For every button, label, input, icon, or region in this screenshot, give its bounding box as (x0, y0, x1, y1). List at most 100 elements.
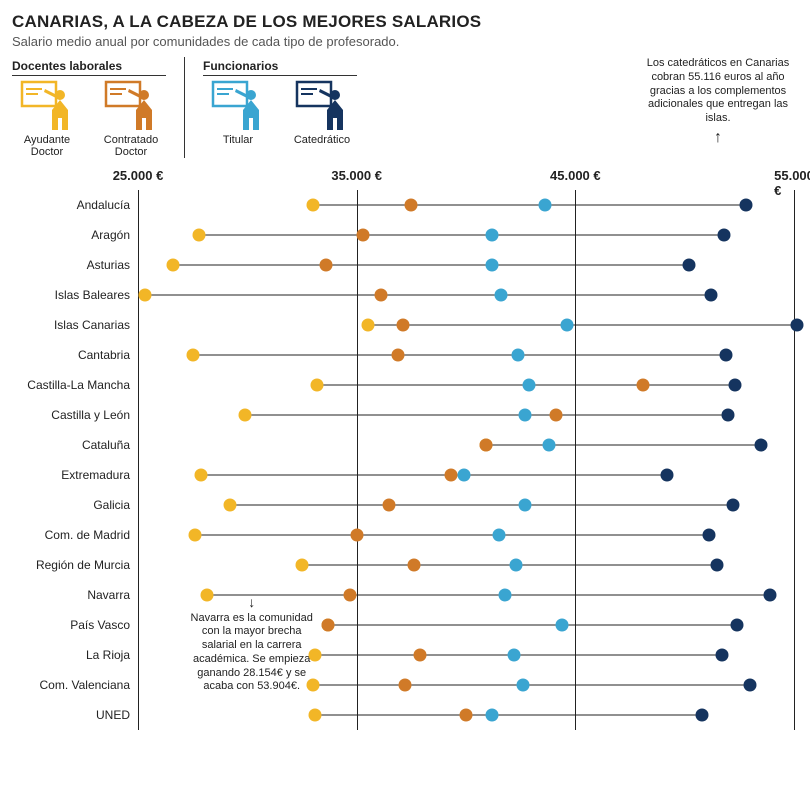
data-point (661, 469, 674, 482)
connector-line (368, 325, 797, 326)
row-plot (138, 310, 794, 340)
data-point (350, 529, 363, 542)
gridline (794, 700, 795, 730)
data-point (193, 229, 206, 242)
row-label: La Rioja (12, 648, 130, 662)
data-point (702, 529, 715, 542)
gridline (138, 520, 139, 550)
data-point (486, 229, 499, 242)
row-label: Andalucía (12, 198, 130, 212)
row-label: Islas Baleares (12, 288, 130, 302)
gridline (794, 250, 795, 280)
row-plot (138, 220, 794, 250)
data-point (138, 289, 151, 302)
data-point (744, 679, 757, 692)
gridline (138, 340, 139, 370)
gridline (138, 310, 139, 340)
data-point (309, 709, 322, 722)
row-label: Com. Valenciana (12, 678, 130, 692)
connector-line (195, 535, 709, 536)
data-point (296, 559, 309, 572)
gridline (794, 190, 795, 220)
gridline (794, 280, 795, 310)
data-point (728, 379, 741, 392)
legend-item: Titular (203, 80, 273, 146)
data-point (322, 619, 335, 632)
legend-item: Contratado Doctor (96, 80, 166, 158)
data-point (320, 259, 333, 272)
gridline (794, 640, 795, 670)
chart-row: Aragón (12, 220, 798, 250)
data-point (494, 289, 507, 302)
row-label: Extremadura (12, 468, 130, 482)
chart-row: Galicia (12, 490, 798, 520)
chart-row: Com. de Madrid (12, 520, 798, 550)
chart-row: Islas Canarias (12, 310, 798, 340)
gridline (138, 370, 139, 400)
chart-row: Cantabria (12, 340, 798, 370)
connector-line (193, 355, 727, 356)
data-point (486, 259, 499, 272)
x-axis: 25.000 €35.000 €45.000 €55.000 € (12, 164, 798, 190)
data-point (543, 439, 556, 452)
gridline (138, 580, 139, 610)
chart-row: Com. Valenciana (12, 670, 798, 700)
gridline (138, 250, 139, 280)
gridline (357, 430, 358, 460)
chart-row: Extremadura (12, 460, 798, 490)
gridline (794, 340, 795, 370)
data-point (306, 679, 319, 692)
chart-row: Castilla y León (12, 400, 798, 430)
legend: Docentes laborales Ayudante Doctor Contr… (12, 57, 798, 158)
data-point (523, 379, 536, 392)
data-point (398, 679, 411, 692)
row-plot (138, 280, 794, 310)
data-point (512, 349, 525, 362)
data-point (715, 649, 728, 662)
legend-item-label: Contratado Doctor (96, 134, 166, 158)
data-point (492, 529, 505, 542)
arrow-up-icon: ↑ (638, 128, 798, 148)
data-point (538, 199, 551, 212)
gridline (138, 220, 139, 250)
data-point (344, 589, 357, 602)
gridline (794, 610, 795, 640)
row-plot (138, 370, 794, 400)
data-point (486, 709, 499, 722)
gridline (794, 550, 795, 580)
connector-line (201, 475, 667, 476)
gridline (138, 400, 139, 430)
legend-group: Docentes laborales Ayudante Doctor Contr… (12, 57, 184, 158)
gridline (794, 520, 795, 550)
arrow-down-icon: ↓ (187, 594, 317, 612)
row-label: Cataluña (12, 438, 130, 452)
data-point (239, 409, 252, 422)
connector-line (328, 625, 737, 626)
row-label: Com. de Madrid (12, 528, 130, 542)
gridline (138, 490, 139, 520)
teacher-icon (211, 80, 265, 132)
legend-group-header: Docentes laborales (12, 59, 166, 76)
data-point (560, 319, 573, 332)
data-point (361, 319, 374, 332)
gridline (138, 700, 139, 730)
x-axis-tick-label: 35.000 € (331, 168, 382, 183)
data-point (195, 469, 208, 482)
data-point (739, 199, 752, 212)
gridline (794, 400, 795, 430)
legend-item-label: Ayudante Doctor (12, 134, 82, 158)
data-point (311, 379, 324, 392)
gridline (357, 310, 358, 340)
legend-group: Funcionarios Titular Catedrático (184, 57, 375, 158)
data-point (519, 409, 532, 422)
data-point (696, 709, 709, 722)
data-point (508, 649, 521, 662)
data-point (718, 229, 731, 242)
data-point (790, 319, 803, 332)
gridline (138, 640, 139, 670)
legend-item-label: Titular (223, 134, 253, 146)
data-point (549, 409, 562, 422)
dotplot-chart: 25.000 €35.000 €45.000 €55.000 € Andaluc… (12, 164, 798, 730)
data-point (407, 559, 420, 572)
row-plot (138, 670, 794, 700)
